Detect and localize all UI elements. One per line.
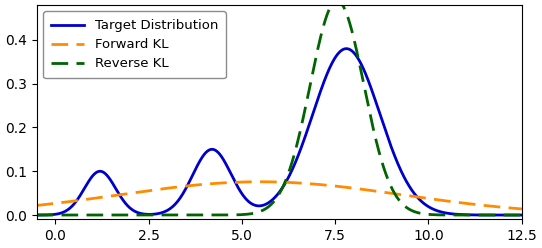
Reverse KL [15,214,21,217]
Line: Forward KL: Forward KL [18,182,542,211]
Line: Target Distribution: Target Distribution [18,49,542,215]
Reverse KL [222,214,229,217]
Reverse KL [334,0,340,2]
Forward KL [246,180,252,183]
Forward KL [15,206,21,209]
Target Distribution [487,214,494,217]
Forward KL [487,205,494,208]
Target Distribution [246,200,252,203]
Target Distribution [108,181,115,184]
Reverse KL [246,213,252,216]
Target Distribution [76,195,83,198]
Target Distribution [222,162,229,165]
Forward KL [257,180,264,183]
Reverse KL [487,214,494,217]
Line: Reverse KL: Reverse KL [18,0,542,215]
Target Distribution [15,214,21,217]
Forward KL [76,199,83,202]
Legend: Target Distribution, Forward KL, Reverse KL: Target Distribution, Forward KL, Reverse… [43,11,226,78]
Forward KL [108,194,115,197]
Target Distribution [343,47,350,50]
Reverse KL [108,214,115,217]
Reverse KL [76,214,83,217]
Forward KL [222,181,229,184]
